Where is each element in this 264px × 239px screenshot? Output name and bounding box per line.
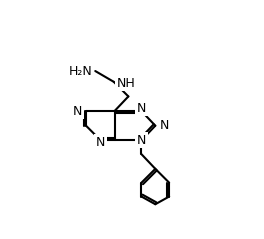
Text: N: N bbox=[160, 119, 169, 132]
Text: N: N bbox=[96, 136, 105, 149]
Text: N: N bbox=[73, 105, 82, 118]
Text: N: N bbox=[137, 134, 146, 147]
Text: N: N bbox=[137, 102, 146, 115]
Text: H₂N: H₂N bbox=[69, 65, 93, 77]
Text: NH: NH bbox=[117, 77, 136, 90]
